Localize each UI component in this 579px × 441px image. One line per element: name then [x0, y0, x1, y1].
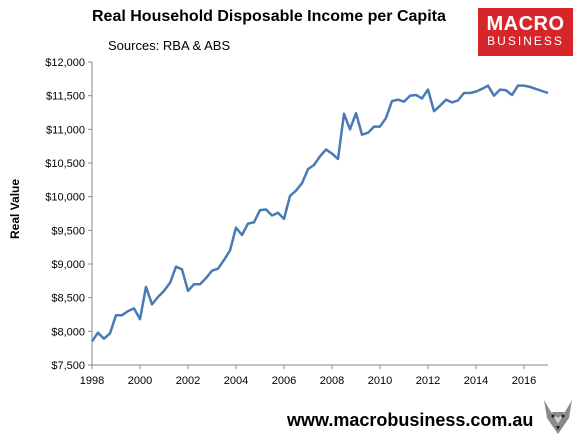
x-tick-label: 2002	[176, 375, 200, 387]
x-tick-label: 2016	[512, 375, 536, 387]
y-tick-label: $8,500	[51, 293, 85, 305]
y-tick-label: $10,500	[45, 158, 85, 170]
footer-url: www.macrobusiness.com.au	[287, 410, 534, 430]
y-tick-label: $12,000	[45, 57, 85, 69]
wolf-icon	[544, 400, 572, 434]
x-tick-label: 2008	[320, 375, 344, 387]
macrobusiness-logo: MACRO BUSINESS	[478, 8, 573, 56]
y-tick-label: $7,500	[51, 360, 85, 372]
x-tick-label: 2010	[368, 375, 392, 387]
chart-title: Real Household Disposable Income per Cap…	[92, 8, 446, 25]
y-tick-label: $8,000	[51, 326, 85, 338]
x-tick-label: 2012	[416, 375, 440, 387]
y-tick-label: $11,500	[46, 91, 85, 103]
logo-line1: MACRO	[486, 13, 565, 35]
y-tick-label: $11,000	[46, 124, 85, 136]
logo-line2: BUSINESS	[487, 34, 564, 48]
series-line	[90, 84, 549, 343]
x-tick-label: 1998	[80, 375, 104, 387]
y-tick-label: $10,000	[45, 192, 85, 204]
y-tick-label: $9,000	[51, 259, 85, 271]
x-tick-label: 2004	[224, 375, 248, 387]
chart-subtitle: Sources: RBA & ABS	[108, 38, 231, 53]
x-tick-label: 2014	[464, 375, 488, 387]
x-tick-label: 2006	[272, 375, 296, 387]
x-tick-label: 2000	[128, 375, 152, 387]
y-tick-label: $9,500	[51, 225, 85, 237]
